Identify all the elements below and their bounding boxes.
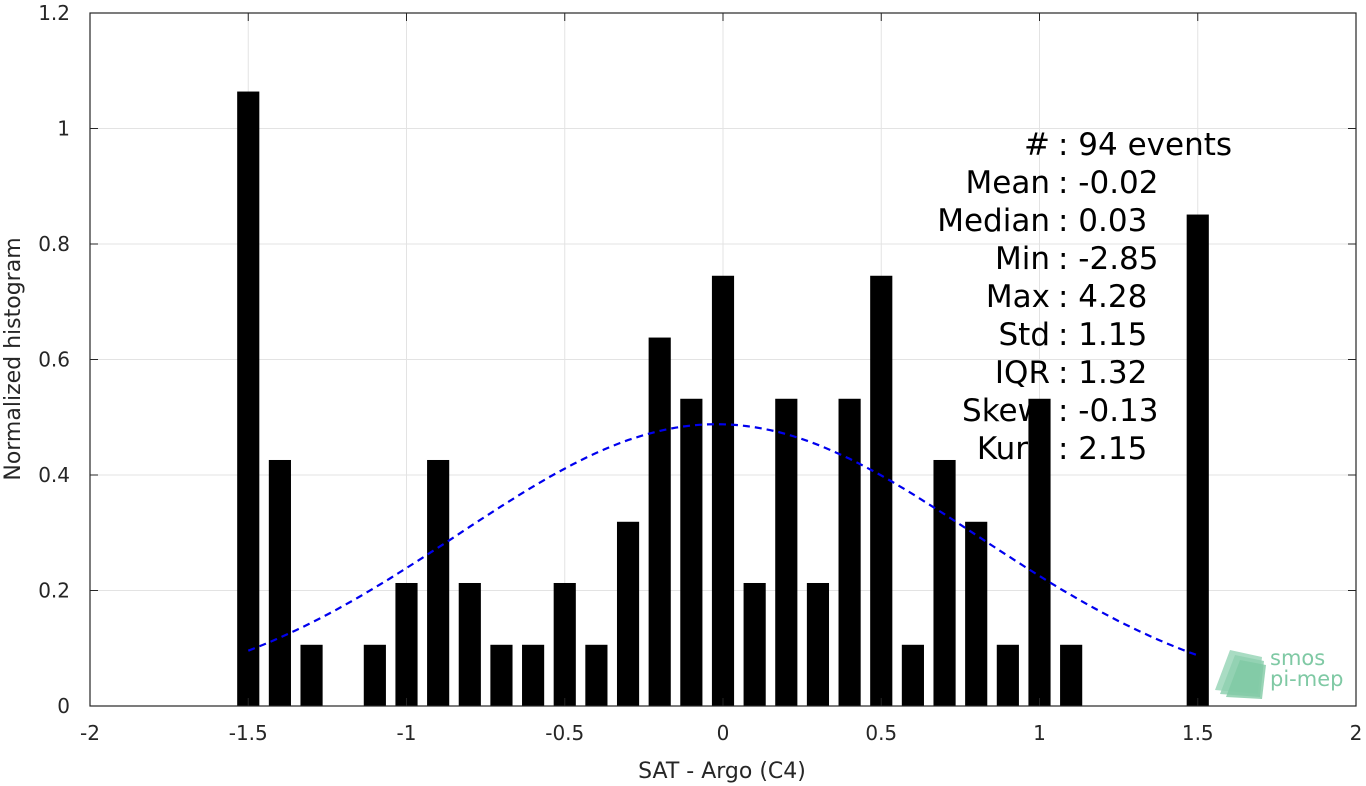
- y-axis-label: Normalized histogram: [1, 237, 26, 480]
- histogram-bar: [585, 644, 608, 706]
- stat-name: Max: [986, 279, 1050, 315]
- bars: [237, 91, 1209, 707]
- stat-value: : 1.15: [1058, 317, 1147, 353]
- normal-fit-curve: [247, 423, 1199, 657]
- stat-name: Kurt.: [977, 431, 1050, 467]
- histogram-bar: [522, 644, 545, 706]
- plot-frame: [89, 12, 1357, 707]
- stat-line: Mean: -0.02: [966, 165, 1159, 201]
- histogram-bar: [1028, 398, 1051, 706]
- histogram-bar: [363, 644, 386, 706]
- x-tick-label: -1.5: [229, 721, 268, 745]
- histogram-bar: [648, 337, 671, 706]
- x-tick-label: 0.5: [865, 721, 897, 745]
- y-tick-label: 1.2: [38, 1, 70, 25]
- histogram-bar: [838, 398, 861, 706]
- x-tick-labels: -2 -1.5 -1 -0.5 0 0.5 1 1.5 2: [80, 721, 1362, 745]
- histogram-bar: [901, 644, 924, 706]
- histogram-bar: [711, 275, 735, 706]
- stat-name: Min: [995, 241, 1050, 277]
- stat-value: : -0.02: [1058, 165, 1159, 201]
- histogram-bar: [806, 582, 830, 706]
- x-tick-label: -2: [80, 721, 100, 745]
- stat-line: Median: 0.03: [937, 203, 1147, 239]
- x-tick-label: 2: [1350, 721, 1363, 745]
- histogram-bar: [775, 398, 798, 706]
- stat-name: Skew.: [962, 393, 1050, 429]
- axes: [89, 12, 1357, 707]
- logo-line1: smos: [1270, 646, 1325, 670]
- stat-name: Median: [937, 203, 1050, 239]
- histogram-bar: [1060, 644, 1083, 706]
- stat-line: Min: -2.85: [995, 241, 1159, 277]
- stat-name: Mean: [966, 165, 1050, 201]
- stat-value: : -0.13: [1058, 393, 1159, 429]
- stat-line: Std: 1.15: [998, 317, 1147, 353]
- histogram-bar: [237, 91, 260, 707]
- x-tick-label: 1.5: [1182, 721, 1214, 745]
- y-tick-labels: 0 0.2 0.4 0.6 0.8 1 1.2: [38, 1, 70, 718]
- x-axis-label: SAT - Argo (C4): [638, 759, 806, 784]
- histogram-bar: [680, 398, 703, 706]
- histogram-bar: [427, 459, 450, 706]
- y-tick-label: 0: [57, 694, 70, 718]
- stat-line: Skew.: -0.13: [962, 393, 1158, 429]
- histogram-bar: [743, 582, 766, 706]
- histogram-bar: [268, 459, 291, 706]
- logo-mark-icon: [1215, 650, 1266, 699]
- stat-value: : -2.85: [1058, 241, 1159, 277]
- x-tick-label: 1: [1033, 721, 1046, 745]
- histogram-bar: [965, 521, 988, 706]
- histogram-bar: [870, 275, 893, 706]
- y-tick-label: 0.8: [38, 232, 70, 256]
- y-tick-label: 1: [57, 117, 70, 141]
- stat-line: #: 94 events: [1024, 127, 1232, 163]
- stat-value: : 4.28: [1058, 279, 1147, 315]
- stat-line: IQR: 1.32: [995, 355, 1147, 391]
- smos-pimep-logo: smos pi-mep: [1215, 646, 1343, 699]
- y-tick-label: 0.4: [38, 463, 70, 487]
- histogram-bar: [553, 582, 576, 706]
- logo-line2: pi-mep: [1270, 667, 1343, 691]
- histogram-bar: [395, 582, 418, 706]
- stat-line: Kurt.: 2.15: [977, 431, 1148, 467]
- stat-line: Max: 4.28: [986, 279, 1147, 315]
- stat-value: : 2.15: [1058, 431, 1147, 467]
- stat-value: : 1.32: [1058, 355, 1147, 391]
- histogram-bar: [300, 644, 323, 706]
- y-tick-label: 0.2: [38, 579, 70, 603]
- x-tick-label: 0: [717, 721, 730, 745]
- stat-value: : 94 events: [1058, 127, 1232, 163]
- histogram-bar: [933, 459, 956, 706]
- stat-name: Std: [998, 317, 1050, 353]
- stat-name: #: [1024, 127, 1050, 163]
- y-tick-label: 0.6: [38, 348, 70, 372]
- stat-value: : 0.03: [1058, 203, 1147, 239]
- stat-name: IQR: [995, 355, 1050, 391]
- x-tick-label: -1: [397, 721, 417, 745]
- histogram-bar: [458, 582, 481, 706]
- histogram-bar: [996, 644, 1019, 706]
- histogram-bar: [490, 644, 513, 706]
- x-tick-label: -0.5: [545, 721, 584, 745]
- histogram-bar: [616, 521, 640, 706]
- histogram-bar: [1186, 214, 1209, 707]
